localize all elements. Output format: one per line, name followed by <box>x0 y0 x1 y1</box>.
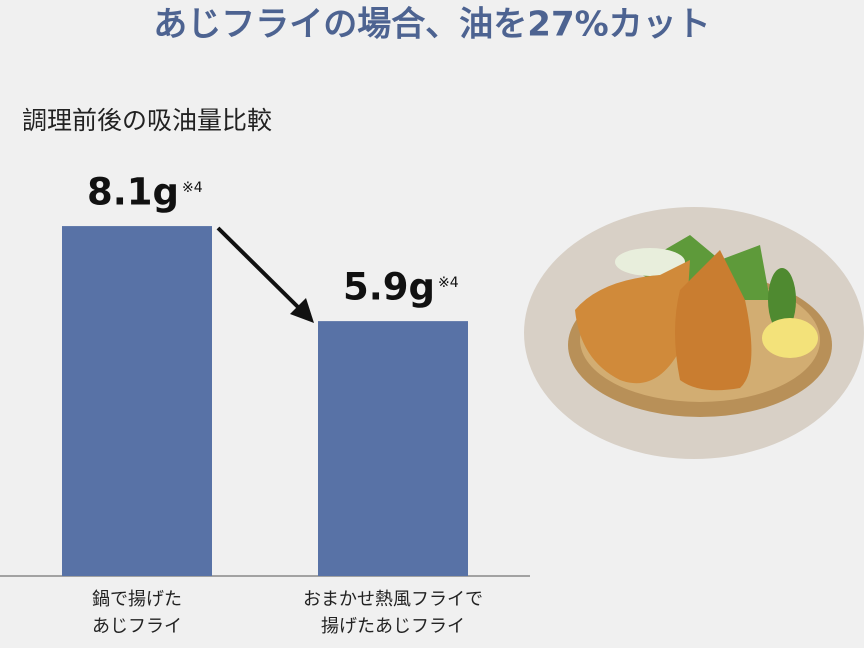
food-photo <box>524 207 864 459</box>
value-label: 5.9g <box>343 266 435 309</box>
x-tick-label: あじフライ <box>92 616 182 637</box>
value-label-note: ※4 <box>438 275 459 291</box>
x-tick-label: おまかせ熱風フライで <box>303 589 483 610</box>
bar <box>62 226 212 576</box>
bar <box>318 321 468 576</box>
x-tick-label: 揚げたあじフライ <box>321 616 465 637</box>
x-tick-label: 鍋で揚げた <box>92 589 182 610</box>
chart-subtitle: 調理前後の吸油量比較 <box>22 106 272 135</box>
value-label: 8.1g <box>87 171 179 214</box>
value-label-note: ※4 <box>182 180 203 196</box>
chart-title: あじフライの場合、油を27%カット <box>153 5 710 45</box>
arrow <box>216 226 314 323</box>
